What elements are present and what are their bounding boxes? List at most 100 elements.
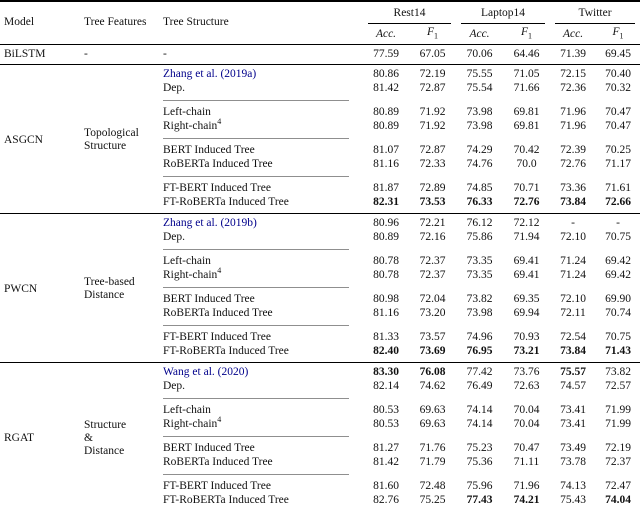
cell-value: 73.36 (560, 182, 586, 194)
header-dataset-rest14: Rest14 (363, 1, 456, 25)
cell-value: 72.21 (409, 212, 457, 231)
cell-value: 73.69 (419, 345, 446, 357)
cell-value: 76.33 (466, 196, 493, 208)
header-model: Model (4, 16, 35, 29)
cell-value: 74.14 (466, 404, 493, 416)
cell-value: 70.04 (513, 404, 540, 416)
cell-tree-structure: Dep. (163, 82, 363, 102)
header-tree-features: Tree Features (84, 16, 147, 29)
cell-value: 69.35 (513, 293, 540, 305)
tree-structure-label: Dep. (163, 231, 186, 243)
cell-tree-structure: Dep. (163, 380, 363, 400)
table-row: Right-chain4 80.78 72.37 73.35 69.41 71.24 69.… (0, 267, 640, 289)
cell-value: 71.43 (605, 345, 631, 357)
cell-value: 71.11 (513, 456, 540, 468)
cell-tree-features: Topological Structure (84, 63, 163, 213)
cell-value: 81.87 (373, 182, 399, 194)
cell-value: 76.08 (409, 361, 457, 380)
header-row-metrics: Acc. F1 Acc. F1 Acc. F1 (0, 25, 640, 44)
cell-value: 76.49 (466, 380, 493, 392)
cell-value: 74.96 (466, 331, 493, 343)
cell-value: 73.84 (560, 196, 586, 208)
table-row: ASGCN Topological Structure Zhang et al. (2… (0, 63, 640, 213)
cell-value: 72.57 (605, 380, 631, 392)
header-metric-f1: F1 (596, 25, 640, 44)
cell-tree-structure: BERT Induced Tree (163, 438, 363, 456)
cell-value: 69.41 (513, 269, 540, 281)
table-row: BERT Induced Tree 81.27 71.76 75.23 70.47 73.… (0, 438, 640, 456)
cell-value: 81.42 (373, 82, 399, 94)
table-row: Right-chain4 80.89 71.92 73.98 69.81 71.96 70.… (0, 118, 640, 140)
cell-value: 70.71 (513, 182, 540, 194)
tree-features-line: Distance (84, 289, 125, 301)
cell-value: 71.05 (503, 63, 551, 82)
cell-value: 75.55 (456, 63, 504, 82)
cell-value: 73.82 (466, 293, 493, 305)
tree-structure-label: FT-RoBERTa Induced Tree (163, 494, 289, 506)
cell-value: 72.37 (605, 456, 631, 468)
header-tree-structure: Tree Structure (163, 16, 229, 29)
cell-value: 73.82 (596, 361, 640, 380)
cell-value: 71.76 (419, 442, 446, 454)
citation-link[interactable]: Zhang et al. (2019b) (163, 217, 257, 229)
cell-value: 81.60 (373, 480, 399, 492)
cell-value: 80.86 (363, 63, 409, 82)
cell-value: 71.96 (513, 480, 540, 492)
cell-value: 74.13 (560, 480, 586, 492)
citation-link[interactable]: Zhang et al. (2019a) (163, 68, 257, 80)
cell-value: 72.47 (605, 480, 631, 492)
cell-value: 69.90 (605, 293, 631, 305)
cell-value: 71.79 (419, 456, 446, 468)
table-row: FT-BERT Induced Tree 81.33 73.57 74.96 70.93… (0, 327, 640, 345)
table-row: BERT Induced Tree 80.98 72.04 73.82 69.35 72.… (0, 289, 640, 307)
cell-value: - (550, 212, 597, 231)
table-row: FT-RoBERTa Induced Tree 82.31 73.53 76.33 72… (0, 196, 640, 214)
tree-structure-label: Left-chain (163, 404, 211, 416)
tree-structure-label: FT-RoBERTa Induced Tree (163, 345, 289, 357)
cell-value: 81.16 (373, 307, 399, 319)
cell-value: 80.78 (373, 269, 399, 281)
cell-value: 81.33 (373, 331, 399, 343)
cell-tree-structure: RoBERTa Induced Tree (163, 307, 363, 327)
cell-value: 82.31 (373, 196, 399, 208)
cell-value: 73.57 (419, 331, 446, 343)
tree-structure-label: FT-RoBERTa Induced Tree (163, 196, 289, 208)
cell-value: 76.12 (456, 212, 504, 231)
tree-structure-label: RoBERTa Induced Tree (163, 158, 273, 170)
table-row: RoBERTa Induced Tree 81.16 72.33 74.76 70.0 7… (0, 158, 640, 178)
citation-link[interactable]: Wang et al. (2020) (163, 366, 249, 378)
cell-value: 73.53 (419, 196, 446, 208)
cell-value: 83.30 (363, 361, 409, 380)
table-row: Dep. 81.42 72.87 75.54 71.66 72.36 70.32 (0, 82, 640, 102)
cell-value: 71.92 (419, 120, 446, 132)
metric-subscript: 1 (434, 31, 439, 41)
cell-value: 71.24 (560, 269, 586, 281)
tree-structure-label: Right-chain (163, 418, 218, 430)
cell-value: 74.76 (466, 158, 493, 170)
cell-value: 70.47 (513, 442, 540, 454)
cell-tree-structure: Dep. (163, 231, 363, 251)
header-metric-acc: Acc. (363, 25, 409, 44)
cell-tree-structure: Left-chain (163, 102, 363, 120)
cell-tree-structure: FT-RoBERTa Induced Tree (163, 494, 363, 509)
metric-subscript: 1 (528, 31, 533, 41)
cell-value: 81.27 (373, 442, 399, 454)
cell-value: 82.40 (373, 345, 399, 357)
cell-tree-structure: Zhang et al. (2019b) (163, 212, 363, 231)
tree-structure-label: Left-chain (163, 255, 211, 267)
cell-value: 72.39 (560, 144, 586, 156)
cell-value: 69.42 (605, 255, 631, 267)
cell-tree-structure: FT-BERT Induced Tree (163, 327, 363, 345)
metric-label: F (521, 26, 529, 39)
cell-value: 72.11 (560, 307, 586, 319)
cell-tree-structure: Right-chain4 (163, 267, 363, 289)
cell-value: 80.98 (373, 293, 399, 305)
cell-value: 72.15 (550, 63, 597, 82)
cell-value: 77.43 (466, 494, 493, 506)
tree-structure-label: Right-chain (163, 269, 218, 281)
cell-value: 70.75 (605, 331, 631, 343)
tree-structure-label: RoBERTa Induced Tree (163, 307, 273, 319)
cell-value: 73.78 (560, 456, 586, 468)
cell-value: 67.05 (419, 47, 446, 60)
